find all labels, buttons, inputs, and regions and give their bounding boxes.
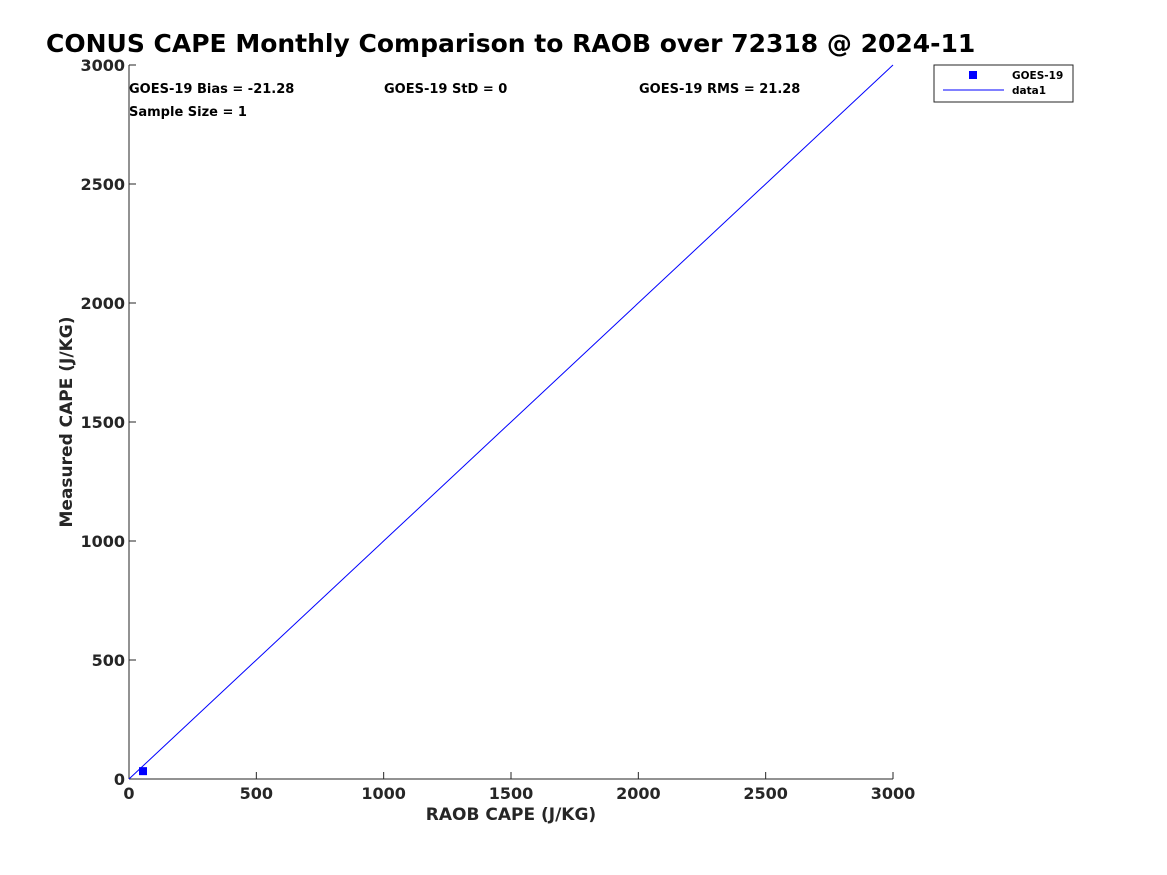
legend-box: [933, 64, 1074, 103]
std-annotation: GOES-19 StD = 0: [384, 82, 507, 97]
x-ticks: 0 500 1000 1500 2000 2500 3000: [123, 772, 915, 803]
legend-label-data1: data1: [1012, 85, 1046, 97]
legend: GOES-19 data1: [933, 64, 1074, 103]
chart-title: CONUS CAPE Monthly Comparison to RAOB ov…: [46, 29, 975, 58]
series-layer: [128, 64, 894, 780]
plot-area: 0 500 1000 1500 2000 2500 3000 0 500 1000 1500 200…: [80, 56, 915, 803]
series-line-data1: [128, 64, 894, 780]
y-ticks: 0 500 1000 1500 2000 2500 3000: [80, 56, 136, 789]
sample-size-annotation: Sample Size = 1: [129, 105, 247, 120]
x-tick-label: 1000: [361, 784, 406, 803]
x-tick-label: 2000: [616, 784, 661, 803]
y-tick-label: 2500: [80, 175, 125, 194]
x-tick-label: 2500: [743, 784, 788, 803]
x-axis-label: RAOB CAPE (J/KG): [426, 805, 596, 825]
y-tick-label: 500: [92, 651, 125, 670]
x-tick-label: 3000: [871, 784, 916, 803]
legend-label-goes19: GOES-19: [1012, 70, 1063, 82]
rms-annotation: GOES-19 RMS = 21.28: [639, 82, 800, 97]
y-tick-label: 1500: [80, 413, 125, 432]
x-tick-label: 0: [123, 784, 134, 803]
bias-annotation: GOES-19 Bias = -21.28: [129, 82, 294, 97]
y-axis-label: Measured CAPE (J/KG): [57, 317, 77, 528]
y-tick-label: 3000: [80, 56, 125, 75]
y-tick-label: 0: [114, 770, 125, 789]
x-tick-label: 1500: [489, 784, 534, 803]
y-tick-label: 1000: [80, 532, 125, 551]
legend-scatter-marker: [969, 71, 977, 79]
x-tick-label: 500: [240, 784, 273, 803]
scatter-point: [139, 767, 148, 776]
y-tick-label: 2000: [80, 294, 125, 313]
